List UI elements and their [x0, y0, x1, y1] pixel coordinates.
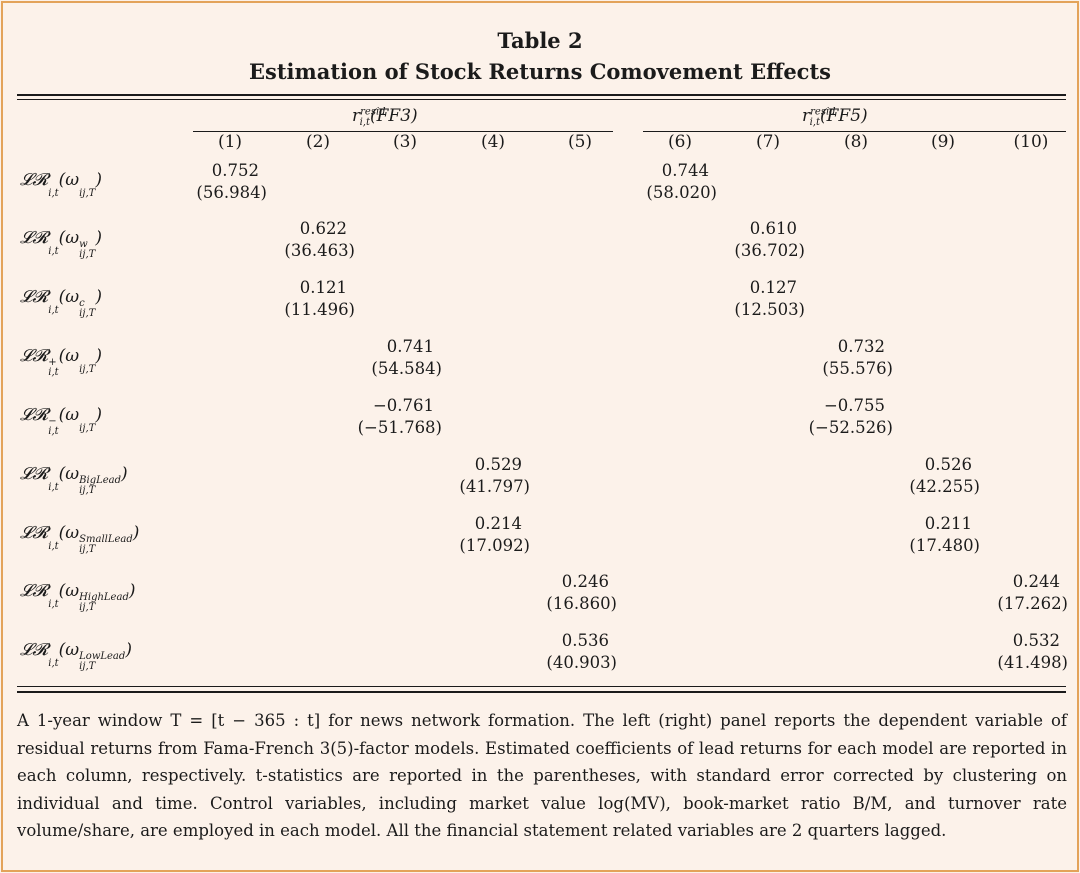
coefficient: 0.744: [661, 161, 709, 180]
cell-r6-c4: 0.529 (41.797): [430, 454, 530, 498]
coefficient: 0.244: [1012, 572, 1060, 591]
coefficient: 0.610: [749, 219, 797, 238]
coefficient: 0.622: [299, 219, 347, 238]
column-header-2: (2): [305, 132, 331, 152]
t-statistic: (17.092): [459, 536, 530, 555]
column-header-10: (10): [1013, 132, 1049, 152]
cell-r4-c8: 0.732 (55.576): [793, 336, 893, 380]
coefficient: 0.127: [749, 278, 797, 297]
row-label-1: 𝓛𝓡 i,t (ω ij,T): [20, 170, 102, 199]
t-statistic: (17.262): [997, 594, 1068, 613]
cell-r3-c7: 0.127 (12.503): [705, 277, 805, 321]
cell-r1-c1: 0.752 (56.984): [167, 160, 267, 204]
table-title: Table 2: [497, 28, 583, 53]
cell-r8-c10: 0.244 (17.262): [968, 571, 1068, 615]
t-statistic: (41.797): [459, 477, 530, 496]
coefficient: 0.211: [924, 514, 972, 533]
t-statistic: (56.984): [196, 183, 267, 202]
row-label-3: 𝓛𝓡 i,t (ω c ij,T): [20, 287, 102, 319]
cell-r1-c6: 0.744 (58.020): [617, 160, 717, 204]
column-header-1: (1): [217, 132, 243, 152]
cell-r6-c9: 0.526 (42.255): [880, 454, 980, 498]
top-rule-2: [17, 99, 1066, 101]
column-header-9: (9): [930, 132, 956, 152]
t-statistic: (41.498): [997, 653, 1068, 672]
cell-r7-c4: 0.214 (17.092): [430, 513, 530, 557]
t-statistic: (40.903): [546, 653, 617, 672]
coefficient: 0.532: [1012, 631, 1060, 650]
row-label-2: 𝓛𝓡 i,t (ω w ij,T): [20, 228, 102, 260]
cell-r4-c3: 0.741 (54.584): [342, 336, 442, 380]
t-statistic: (55.576): [822, 359, 893, 378]
cell-r9-c10: 0.532 (41.498): [968, 630, 1068, 674]
row-label-7: 𝓛𝓡 i,t (ω SmallLead ij,T): [20, 523, 140, 555]
cell-r3-c2: 0.121 (11.496): [255, 277, 355, 321]
coefficient: −0.755: [823, 396, 885, 415]
column-header-8: (8): [843, 132, 869, 152]
t-statistic: (16.860): [546, 594, 617, 613]
row-label-5: 𝓛𝓡 − i,t (ω ij,T): [20, 405, 102, 437]
t-statistic: (17.480): [909, 536, 980, 555]
cell-r7-c9: 0.211 (17.480): [880, 513, 980, 557]
t-statistic: (−51.768): [357, 418, 442, 437]
t-statistic: (11.496): [284, 300, 355, 319]
column-header-4: (4): [480, 132, 506, 152]
t-statistic: (36.463): [284, 241, 355, 260]
bottom-rule: [17, 686, 1066, 688]
t-statistic: (54.584): [371, 359, 442, 378]
cell-r2-c2: 0.622 (36.463): [255, 218, 355, 262]
coefficient: −0.761: [372, 396, 434, 415]
row-label-9: 𝓛𝓡 i,t (ω LowLead ij,T): [20, 640, 132, 672]
table-subtitle: Estimation of Stock Returns Comovement E…: [248, 59, 831, 84]
t-statistic: (42.255): [909, 477, 980, 496]
row-label-4: 𝓛𝓡 + i,t (ω ij,T): [20, 346, 102, 378]
coefficient: 0.526: [924, 455, 972, 474]
cell-r5-c8: −0.755 (−52.526): [793, 395, 893, 439]
panel-header-ff5: rresidi,t(FF5): [802, 106, 868, 129]
table-note: A 1-year window T = [t − 365 : t] for ne…: [17, 711, 1067, 840]
panel-header-ff3: rresidi,t(FF3): [352, 106, 418, 129]
t-statistic: (36.702): [734, 241, 805, 260]
row-label-6: 𝓛𝓡 i,t (ω BigLead ij,T): [20, 464, 128, 496]
column-header-5: (5): [567, 132, 593, 152]
bottom-rule-2: [17, 691, 1066, 693]
row-label-8: 𝓛𝓡 i,t (ω HighLead ij,T): [20, 581, 136, 613]
coefficient: 0.529: [474, 455, 522, 474]
cell-r2-c7: 0.610 (36.702): [705, 218, 805, 262]
coefficient: 0.246: [561, 572, 609, 591]
panel-rule-left: [193, 131, 613, 133]
coefficient: 0.732: [837, 337, 885, 356]
coefficient: 0.741: [386, 337, 434, 356]
cell-r9-c5: 0.536 (40.903): [517, 630, 617, 674]
t-statistic: (−52.526): [808, 418, 893, 437]
cell-r5-c3: −0.761 (−51.768): [342, 395, 442, 439]
column-header-6: (6): [667, 132, 693, 152]
coefficient: 0.121: [299, 278, 347, 297]
column-header-7: (7): [755, 132, 781, 152]
coefficient: 0.214: [474, 514, 522, 533]
cell-r8-c5: 0.246 (16.860): [517, 571, 617, 615]
column-header-3: (3): [392, 132, 418, 152]
top-rule: [17, 94, 1066, 96]
panel-rule-right: [643, 131, 1066, 133]
t-statistic: (12.503): [734, 300, 805, 319]
coefficient: 0.752: [211, 161, 259, 180]
t-statistic: (58.020): [646, 183, 717, 202]
coefficient: 0.536: [561, 631, 609, 650]
